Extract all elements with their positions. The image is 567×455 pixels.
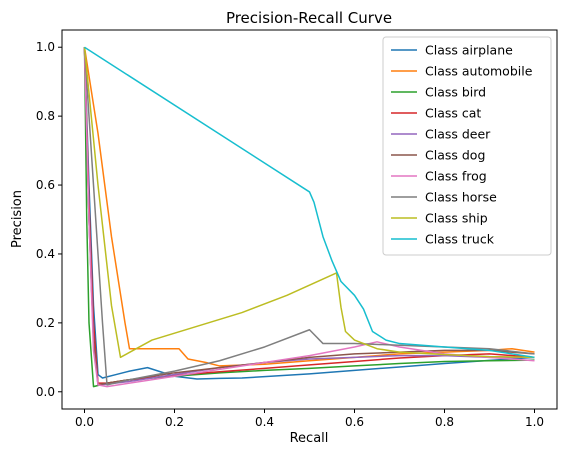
legend: Class airplane Class automobile Class bird… — [382, 36, 552, 256]
y-tick-label: 0.0 — [36, 385, 55, 399]
series-line-1 — [83, 47, 535, 367]
legend-label: Class cat — [425, 106, 481, 121]
series-line-3 — [83, 47, 535, 384]
plot-frame — [61, 29, 558, 410]
series-line-9 — [84, 46, 535, 359]
y-tick-label: 0.6 — [36, 178, 55, 192]
x-tick-label: 0.0 — [75, 415, 94, 429]
legend-label: Class bird — [425, 85, 486, 100]
x-tick-label: 0.6 — [345, 415, 364, 429]
series-line-2 — [83, 47, 535, 388]
legend-label: Class truck — [425, 232, 495, 247]
y-axis-label: Precision — [10, 190, 25, 248]
x-tick-label: 0.4 — [255, 415, 274, 429]
series-layer — [83, 46, 535, 388]
legend-label: Class frog — [425, 169, 487, 184]
legend-label: Class ship — [425, 211, 488, 226]
x-tick-label: 0.8 — [435, 415, 454, 429]
x-tick-label: 0.2 — [165, 415, 184, 429]
legend-box — [382, 36, 552, 256]
x-axis-label: Recall — [290, 431, 329, 446]
chart-title: Precision-Recall Curve — [226, 9, 392, 27]
legend-label: Class automobile — [425, 64, 533, 79]
y-tick-label: 0.8 — [36, 109, 55, 123]
series-line-6 — [83, 47, 535, 388]
legend-label: Class airplane — [425, 43, 513, 58]
legend-label: Class deer — [425, 127, 491, 142]
tick-layer: 0.0 0.2 0.4 0.6 0.8 1.0 0.0 0.2 0.4 0.6 0.8 1.0 — [36, 40, 544, 429]
y-tick-label: 1.0 — [36, 40, 55, 54]
legend-label: Class dog — [425, 148, 485, 163]
y-tick-label: 0.2 — [36, 316, 55, 330]
legend-label: Class horse — [425, 190, 497, 205]
x-tick-label: 1.0 — [525, 415, 544, 429]
y-tick-label: 0.4 — [36, 247, 55, 261]
